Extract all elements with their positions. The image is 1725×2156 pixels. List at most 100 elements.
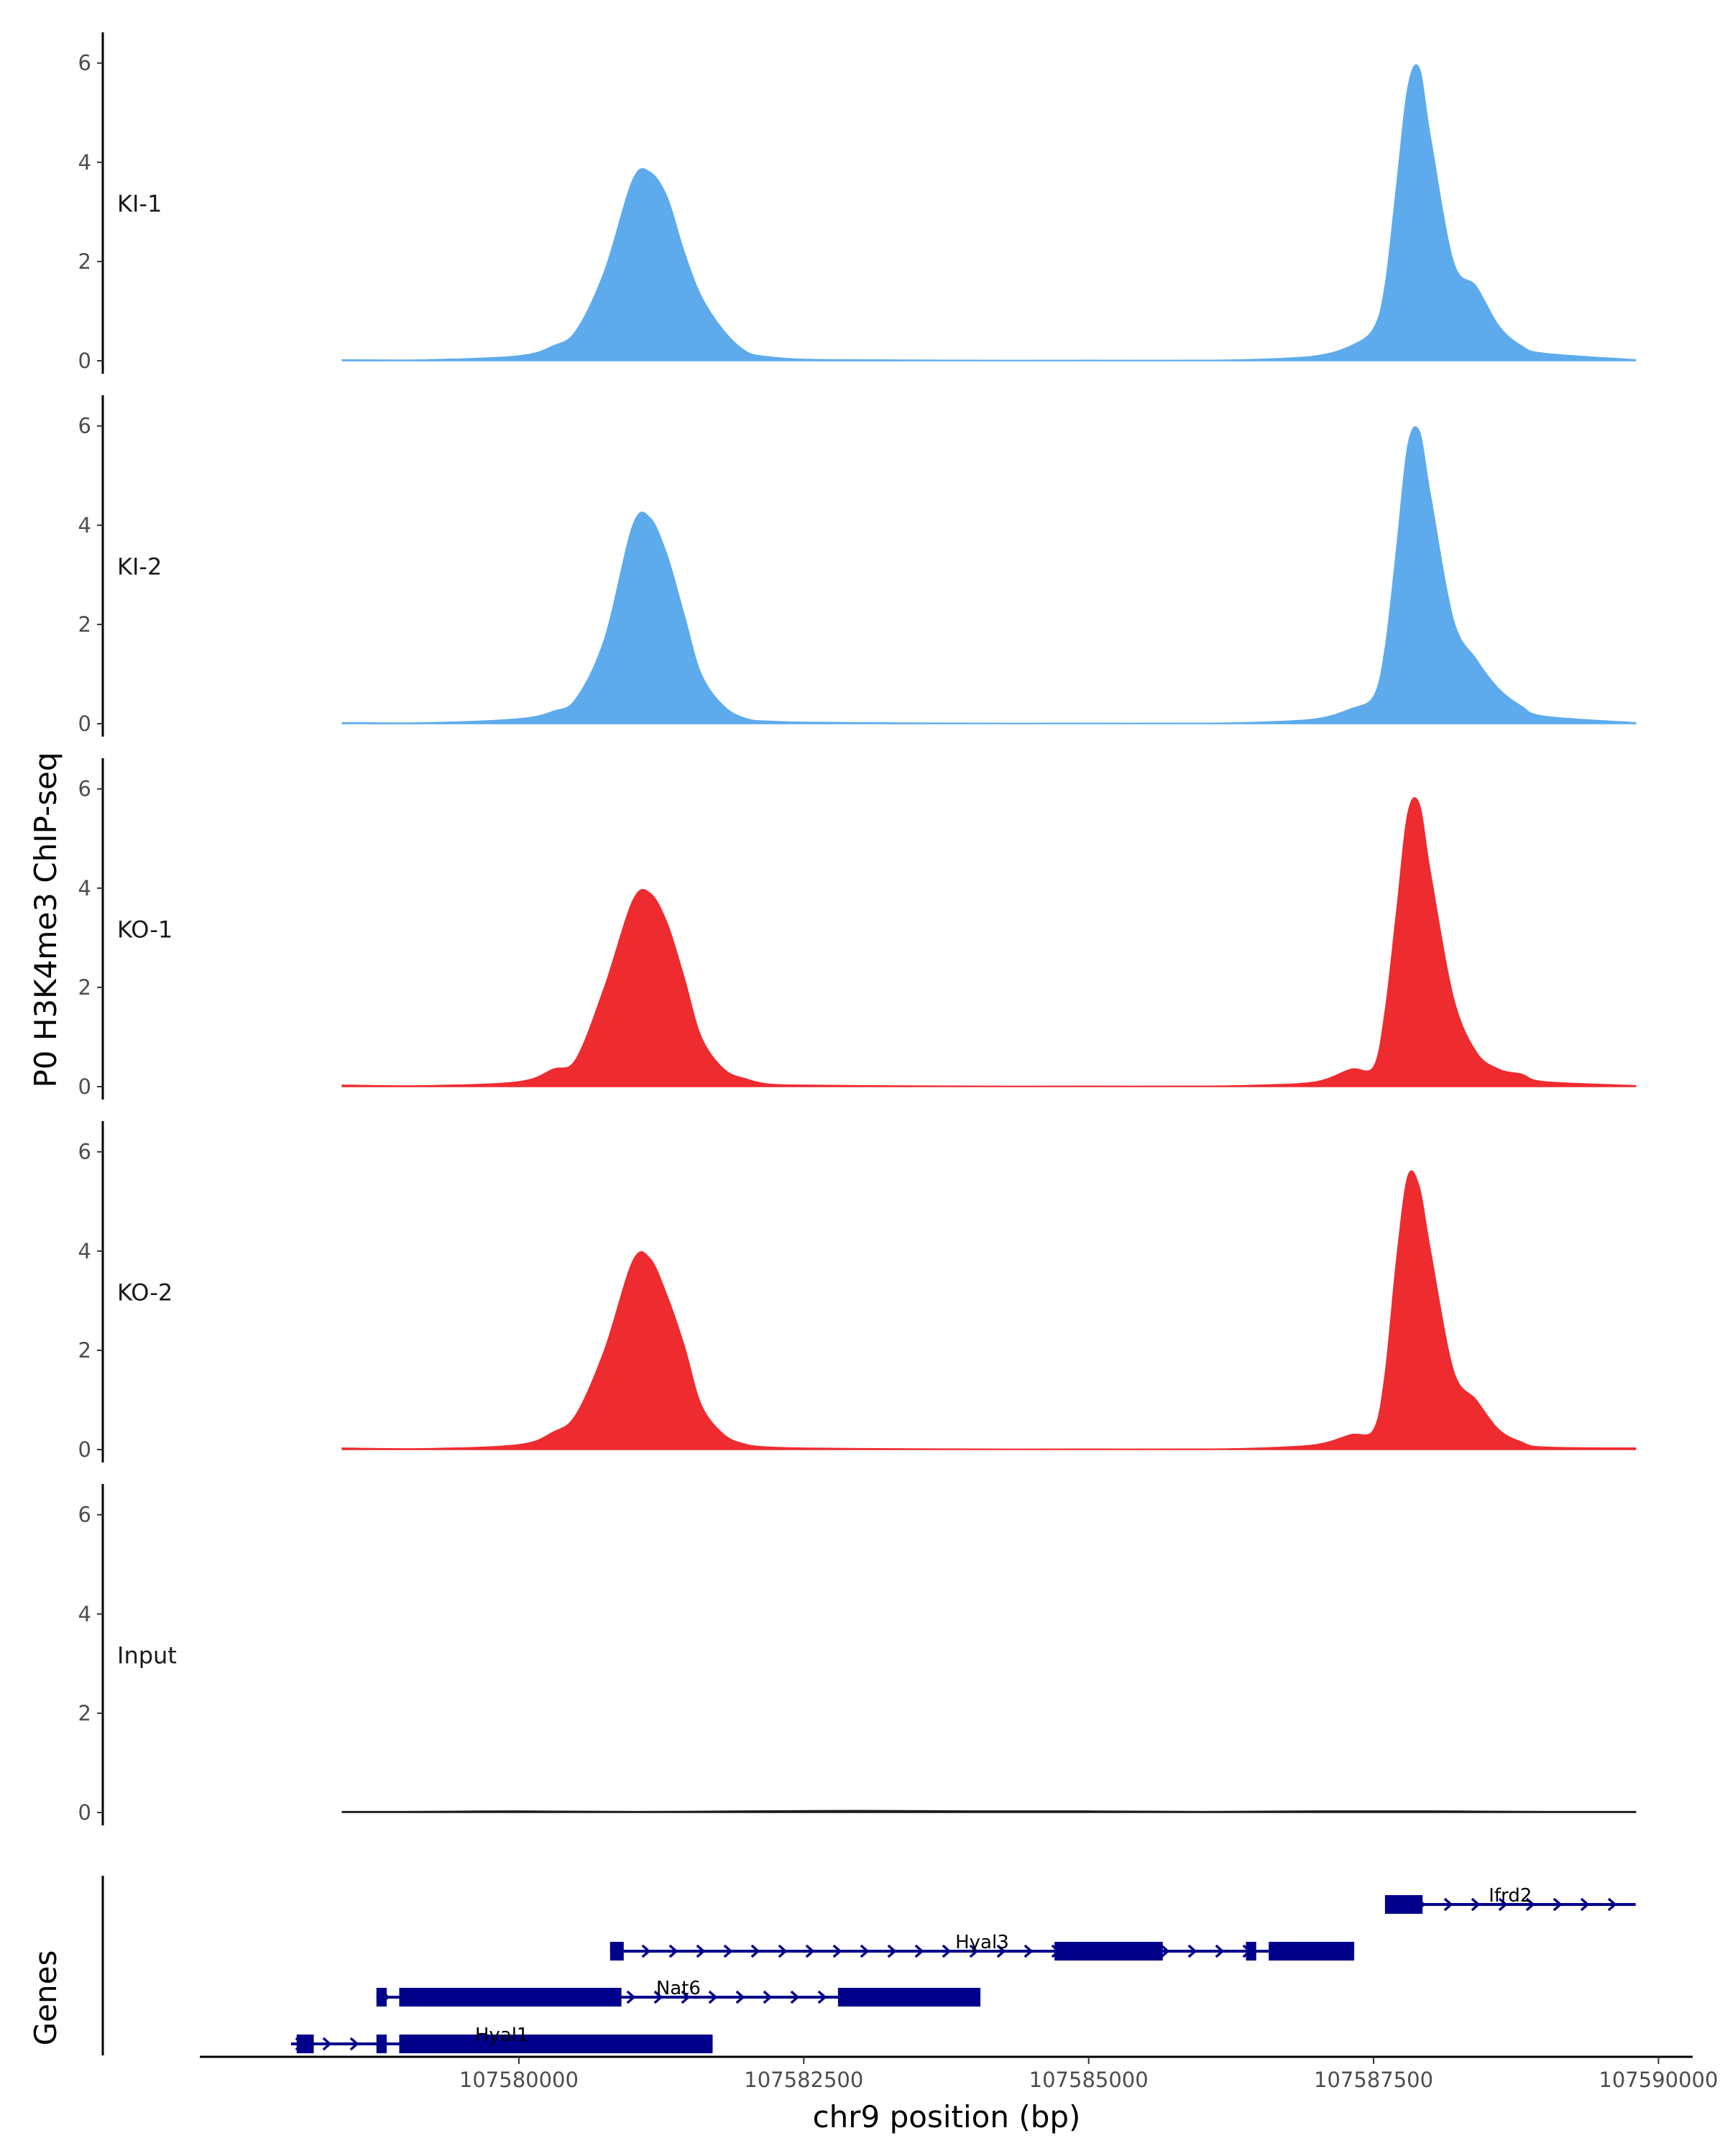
x-axis: 107580000 107582500 107585000 107587500 1075… bbox=[200, 2055, 1718, 2092]
track-label: KO-1 bbox=[117, 916, 172, 944]
strand-arrow bbox=[641, 1944, 651, 1958]
strand-arrow bbox=[790, 1990, 800, 2004]
track-label: KI-1 bbox=[117, 190, 162, 218]
y-tick-label: 4 bbox=[78, 513, 91, 538]
gene-exon bbox=[1246, 1942, 1256, 1961]
gene-label: Ifrd2 bbox=[1489, 1885, 1532, 1907]
gene-exon bbox=[1054, 1942, 1163, 1961]
genes-axis-title: Genes bbox=[28, 1950, 63, 2046]
strand-arrow bbox=[696, 1944, 706, 1958]
y-tick-label: 2 bbox=[78, 612, 91, 637]
x-tick-label: 107587500 bbox=[1314, 2068, 1433, 2092]
strand-arrow bbox=[668, 1944, 678, 1958]
strand-arrow bbox=[349, 2037, 359, 2051]
gene-exon bbox=[837, 1988, 981, 2007]
gene-hyal3: Hyal3 bbox=[610, 1932, 1355, 1961]
gene-label: Hyal1 bbox=[475, 2024, 529, 2046]
strand-arrow bbox=[1471, 1897, 1481, 1912]
signal-area bbox=[341, 797, 1637, 1087]
y-tick-label: 6 bbox=[78, 777, 91, 801]
y-tick-label: 6 bbox=[78, 1140, 91, 1164]
signal-area bbox=[341, 426, 1637, 724]
y-tick-label: 0 bbox=[78, 711, 91, 736]
gene-exon bbox=[610, 1942, 624, 1961]
strand-arrow bbox=[735, 1990, 745, 2004]
strand-arrow bbox=[914, 1944, 924, 1958]
gene-hyal1: Hyal1 bbox=[290, 2024, 713, 2053]
strand-arrow bbox=[723, 1944, 733, 1958]
y-tick-label: 0 bbox=[78, 1437, 91, 1462]
x-tick-label: 107582500 bbox=[744, 2068, 863, 2092]
gene-track: Ifrd2 Hyal3 Nat6 Hyal1 bbox=[101, 1876, 1636, 2055]
strand-arrow bbox=[996, 1944, 1006, 1958]
y-tick-label: 4 bbox=[78, 1239, 91, 1263]
gene-nat6: Nat6 bbox=[376, 1978, 981, 2007]
strand-arrow bbox=[708, 1990, 718, 2004]
strand-arrow bbox=[1552, 1897, 1563, 1912]
gene-exon bbox=[376, 2035, 387, 2053]
strand-arrow bbox=[1160, 1944, 1170, 1958]
strand-arrow bbox=[763, 1990, 773, 2004]
strand-arrow bbox=[1580, 1897, 1590, 1912]
track-label: Input bbox=[117, 1642, 177, 1669]
gene-exon bbox=[1269, 1942, 1355, 1961]
track-label: KO-2 bbox=[117, 1279, 172, 1307]
x-tick-label: 107590000 bbox=[1598, 2068, 1718, 2092]
strand-arrow bbox=[1024, 1944, 1034, 1958]
gene-label: Hyal3 bbox=[955, 1932, 1009, 1953]
y-tick-label: 2 bbox=[78, 1338, 91, 1363]
strand-arrow bbox=[1443, 1897, 1453, 1912]
x-tick-label: 107580000 bbox=[459, 2068, 579, 2092]
strand-arrow bbox=[1607, 1897, 1617, 1912]
y-tick-label: 0 bbox=[78, 349, 91, 373]
strand-arrow bbox=[942, 1944, 952, 1958]
track-panels: 0 2 4 6 KI-1 0 2 4 6 KI-2 0 2 4 6 KO-1 0 2 4 6 KO-2 0 2 4 6 Inpu… bbox=[78, 32, 1637, 1825]
track-input: 0 2 4 6 Input bbox=[78, 1484, 1637, 1825]
track-label: KI-2 bbox=[117, 553, 162, 581]
y-tick-label: 4 bbox=[78, 150, 91, 175]
strand-arrow bbox=[969, 1944, 979, 1958]
gene-exon bbox=[399, 1988, 622, 2007]
strand-arrow bbox=[860, 1944, 870, 1958]
strand-arrow bbox=[778, 1944, 788, 1958]
gene-exon bbox=[376, 1988, 387, 2007]
gene-label: Nat6 bbox=[656, 1978, 701, 1999]
strand-arrow bbox=[653, 1990, 663, 2004]
y-tick-label: 6 bbox=[78, 1503, 91, 1527]
strand-arrow bbox=[1498, 1897, 1508, 1912]
gene-exon bbox=[1384, 1895, 1423, 1914]
strand-arrow bbox=[1215, 1944, 1225, 1958]
y-tick-label: 6 bbox=[78, 51, 91, 75]
strand-arrow bbox=[887, 1944, 897, 1958]
y-tick-label: 4 bbox=[78, 876, 91, 900]
gene-ifrd2: Ifrd2 bbox=[1384, 1885, 1636, 1914]
y-tick-label: 2 bbox=[78, 249, 91, 274]
strand-arrow bbox=[1187, 1944, 1197, 1958]
strand-arrow bbox=[805, 1944, 815, 1958]
y-tick-label: 4 bbox=[78, 1602, 91, 1626]
strand-arrow bbox=[750, 1944, 760, 1958]
gene-exon bbox=[296, 2035, 314, 2053]
strand-arrow bbox=[817, 1990, 827, 2004]
y-tick-label: 0 bbox=[78, 1800, 91, 1825]
x-axis-title: chr9 position (bp) bbox=[813, 2099, 1081, 2134]
track-ki-2: 0 2 4 6 KI-2 bbox=[78, 395, 1637, 737]
signal-area bbox=[341, 64, 1637, 361]
strand-arrow bbox=[832, 1944, 842, 1958]
gene-exon bbox=[399, 2035, 713, 2053]
strand-arrow bbox=[626, 1990, 636, 2004]
y-axis-title: P0 H3K4me3 ChIP-seq bbox=[28, 752, 63, 1087]
strand-arrow bbox=[1525, 1897, 1535, 1912]
track-ko-1: 0 2 4 6 KO-1 bbox=[78, 758, 1637, 1100]
signal-area bbox=[341, 1810, 1637, 1813]
y-tick-label: 0 bbox=[78, 1074, 91, 1099]
y-tick-label: 2 bbox=[78, 975, 91, 1000]
signal-area bbox=[341, 1170, 1637, 1450]
strand-arrow bbox=[322, 2037, 332, 2051]
x-tick-label: 107585000 bbox=[1029, 2068, 1149, 2092]
y-tick-label: 2 bbox=[78, 1701, 91, 1726]
track-ki-1: 0 2 4 6 KI-1 bbox=[78, 32, 1637, 374]
track-ko-2: 0 2 4 6 KO-2 bbox=[78, 1121, 1637, 1462]
strand-arrow bbox=[681, 1990, 691, 2004]
